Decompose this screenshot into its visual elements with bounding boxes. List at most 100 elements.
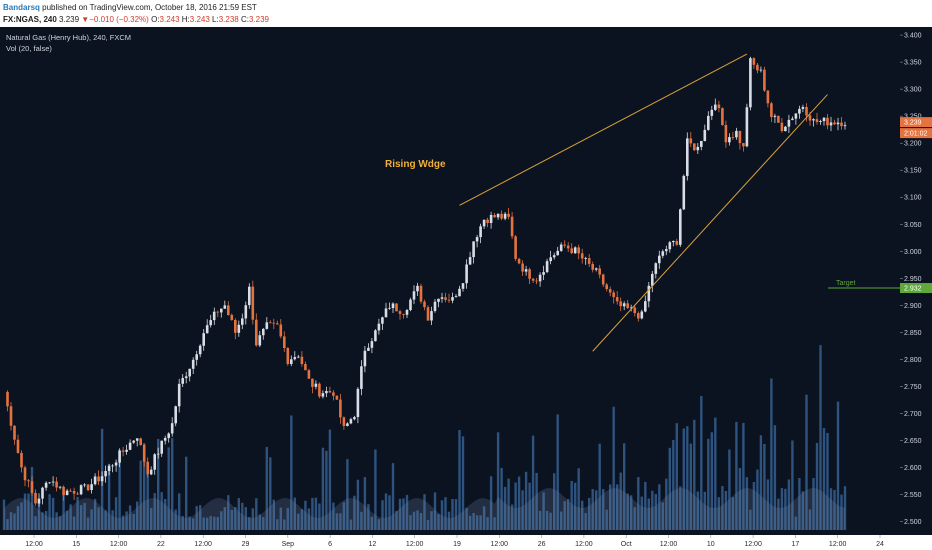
- published-text: published on TradingView.com, October 18…: [42, 3, 257, 12]
- candle-body: [759, 69, 763, 71]
- candle-body: [384, 308, 388, 318]
- volume-bar: [489, 476, 493, 530]
- volume-bar: [76, 496, 79, 530]
- volume-bar: [143, 443, 146, 530]
- candle-body: [794, 113, 798, 119]
- x-axis-ticks: 12:00 15 12:00 22 12:00 29 Sep 6 12 12:00 19 12:00 2…: [25, 535, 884, 548]
- volume-bar: [244, 507, 247, 530]
- candle-body: [717, 104, 721, 109]
- plot-area[interactable]: [0, 27, 900, 535]
- volume-bar: [623, 443, 626, 530]
- candle-body: [258, 335, 262, 346]
- volume-bar: [433, 492, 437, 530]
- candle-body: [829, 122, 833, 126]
- candle-body: [549, 257, 552, 262]
- volume-bar: [258, 514, 261, 530]
- legend-volume: Vol (20, false): [6, 44, 52, 53]
- candle-body: [237, 324, 241, 333]
- time-axis[interactable]: [0, 535, 932, 550]
- wedge-lower-line[interactable]: [592, 94, 828, 352]
- volume-bar: [307, 508, 311, 530]
- candle-body: [763, 69, 766, 91]
- candle-body: [398, 311, 402, 314]
- volume-bar: [321, 447, 325, 530]
- volume-bar: [630, 495, 633, 530]
- volume-bar: [339, 513, 342, 530]
- candle-body: [437, 298, 440, 302]
- volume-bar: [279, 507, 282, 530]
- candle-body: [766, 90, 770, 104]
- rising-wedge-annotation[interactable]: Rising Wdge: [385, 159, 446, 170]
- candle-body: [349, 419, 353, 424]
- candle-body: [139, 438, 142, 445]
- volume-bar: [560, 511, 563, 530]
- volume-bar: [763, 444, 766, 530]
- volume-bar: [181, 516, 184, 530]
- volume-bar: [185, 456, 188, 530]
- volume-bar: [612, 406, 615, 530]
- volume-bar: [752, 482, 756, 530]
- volume-bar: [86, 517, 90, 530]
- candle-body: [412, 291, 416, 300]
- volume-bar: [616, 484, 619, 530]
- volume-bar: [363, 477, 367, 530]
- volume-bar: [766, 479, 770, 530]
- y-tick-label: 2.950: [904, 276, 922, 283]
- candle-body: [447, 299, 451, 301]
- volume-bar: [220, 511, 223, 530]
- volume-bar: [227, 495, 230, 530]
- candle-body: [170, 423, 174, 434]
- candle-body: [297, 356, 300, 358]
- volume-bar: [192, 518, 195, 530]
- volume-bar: [34, 516, 37, 530]
- candle-body: [812, 119, 815, 121]
- candle-body: [724, 125, 728, 143]
- volume-bar: [269, 457, 272, 530]
- price-chart[interactable]: Target Rising Wdge Natural Gas (Henry Hu…: [0, 27, 932, 550]
- volume-bar: [458, 430, 461, 530]
- candle-body: [423, 301, 426, 308]
- candle-body: [475, 237, 479, 242]
- candle-body: [784, 126, 787, 132]
- volume-bar: [731, 497, 735, 530]
- candle-body: [9, 406, 13, 426]
- candle-body: [128, 442, 132, 450]
- candle-body: [272, 322, 276, 324]
- price-axis[interactable]: [900, 27, 932, 535]
- candle-body: [482, 219, 486, 227]
- candle-body: [552, 255, 556, 258]
- candle-body: [118, 450, 121, 463]
- candle-body: [626, 303, 629, 309]
- candle-body: [430, 311, 433, 321]
- volume-bar: [164, 499, 167, 530]
- candle-body: [591, 264, 594, 270]
- volume-bar: [514, 482, 517, 530]
- candle-body: [184, 376, 188, 379]
- volume-bar: [146, 470, 149, 530]
- candle-body: [756, 64, 759, 71]
- candle-body: [507, 213, 510, 217]
- candle-body: [146, 461, 149, 475]
- open-value: 3.243: [159, 15, 180, 24]
- volume-bar: [794, 516, 798, 530]
- author-link[interactable]: Bandarsq: [3, 3, 40, 12]
- volume-bar: [195, 506, 198, 530]
- volume-bar: [209, 515, 212, 530]
- volume-bar: [538, 510, 542, 530]
- volume-bar: [658, 484, 661, 530]
- volume-bar: [605, 509, 608, 530]
- x-tick-label: 12:00: [660, 541, 678, 548]
- volume-bar: [661, 502, 664, 530]
- volume-bar: [23, 493, 27, 530]
- volume-bar: [93, 498, 97, 530]
- candle-body: [458, 288, 461, 297]
- candle-body: [248, 286, 251, 306]
- wedge-upper-line[interactable]: [459, 53, 748, 206]
- volume-bar: [13, 513, 16, 530]
- volume-bar: [370, 516, 374, 530]
- x-tick-label: 12:00: [491, 541, 509, 548]
- candle-body: [647, 285, 651, 302]
- volume-bar: [104, 510, 107, 530]
- volume-bar: [609, 484, 612, 530]
- volume-bar: [9, 512, 13, 530]
